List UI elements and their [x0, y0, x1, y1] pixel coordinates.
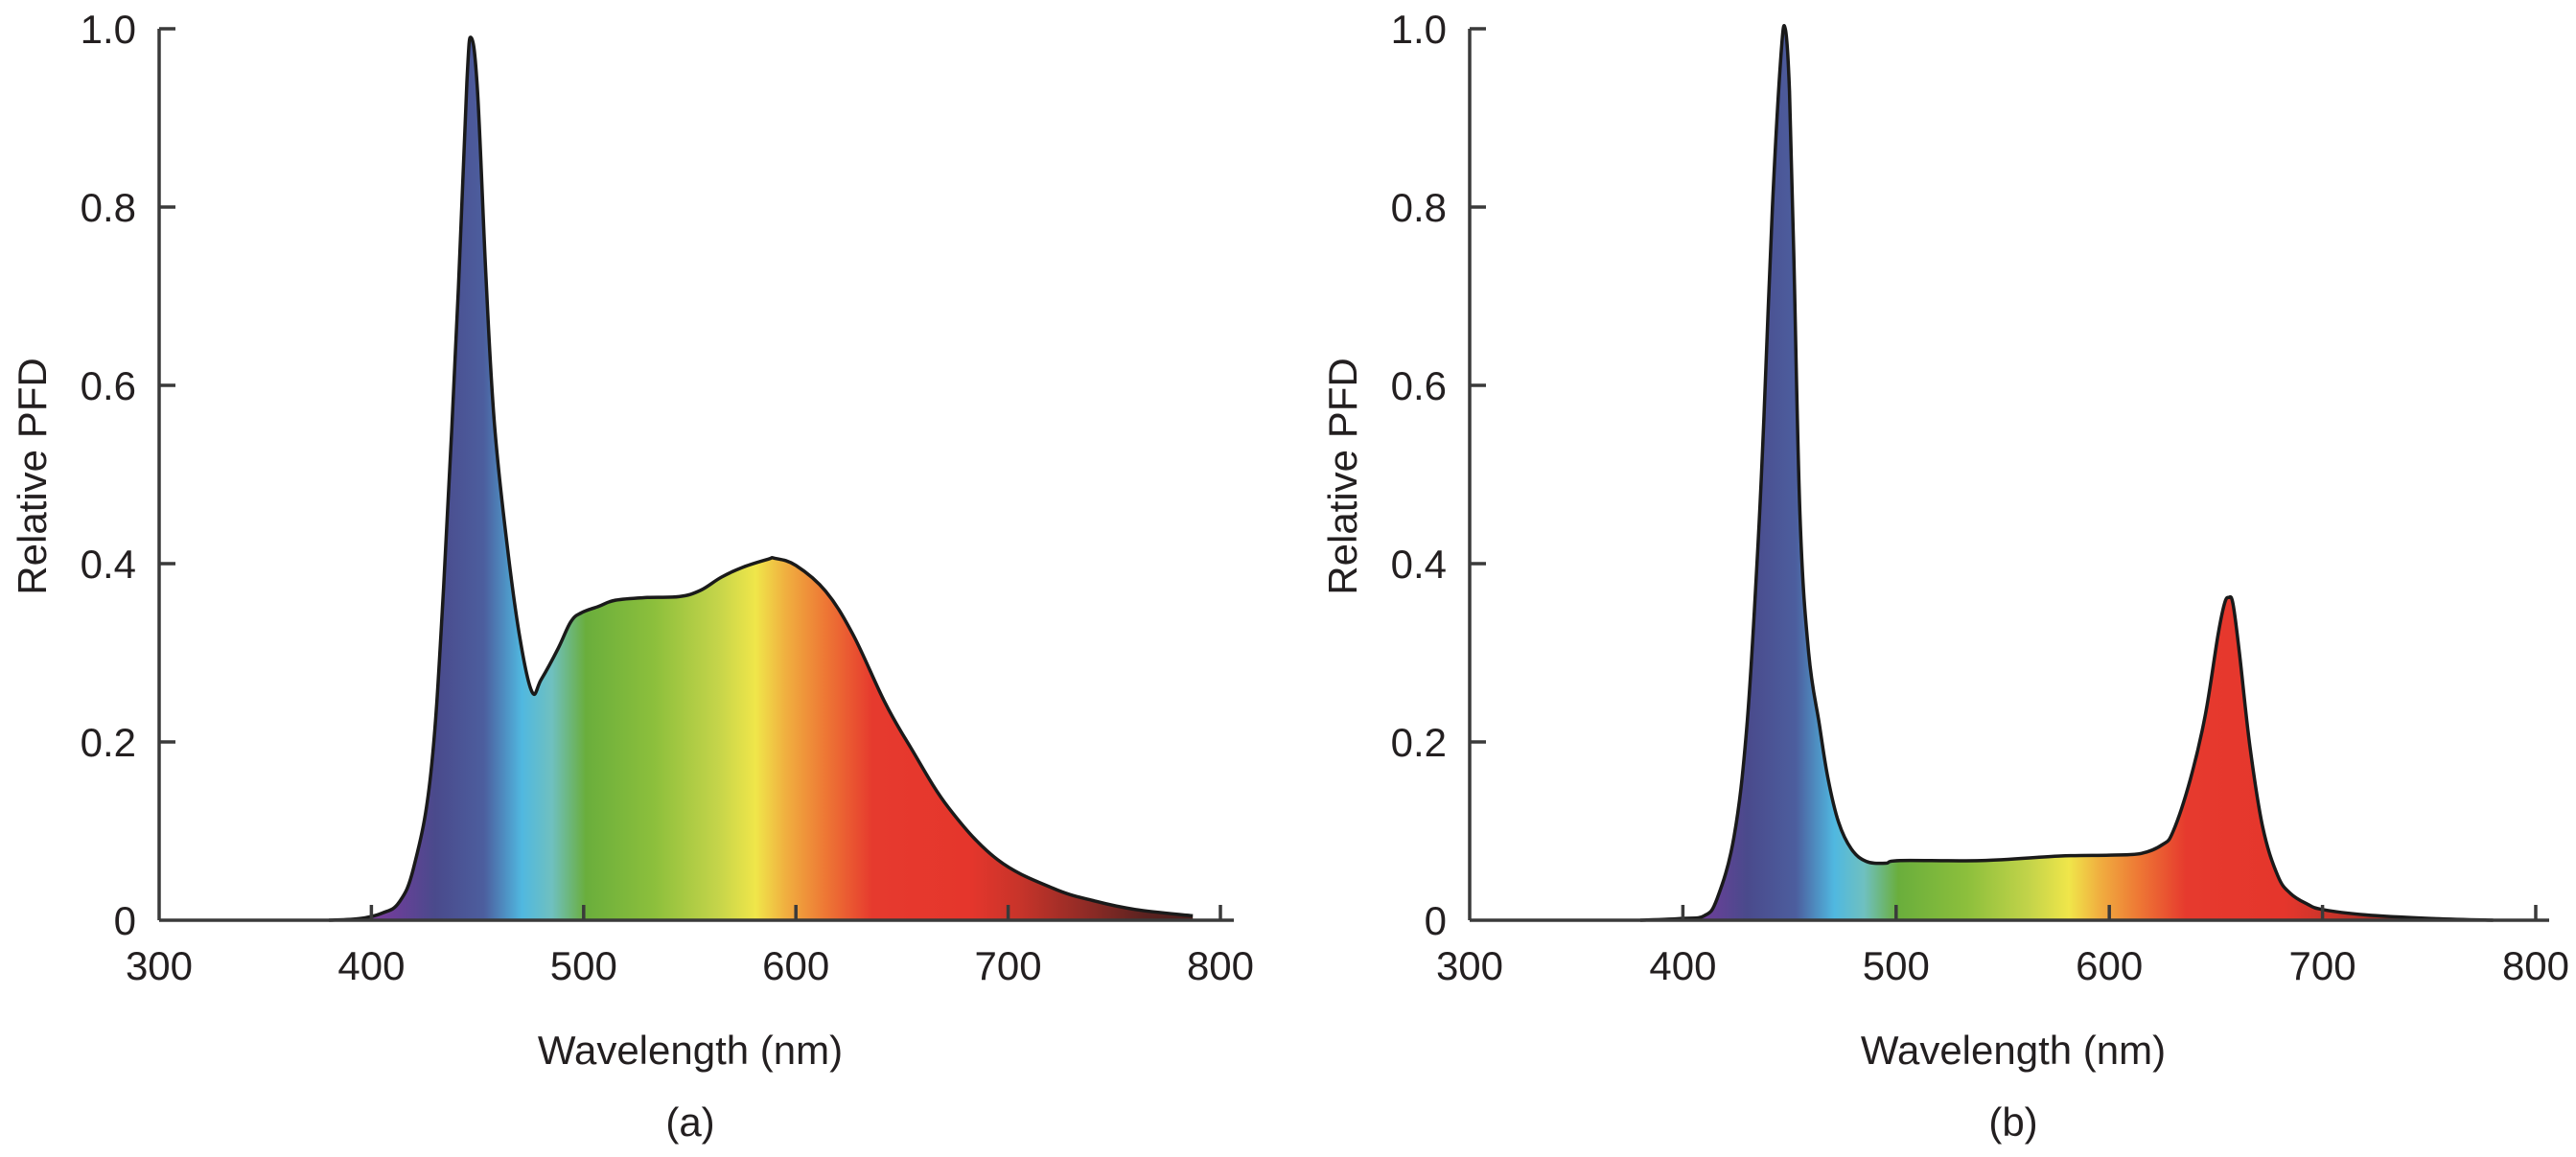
x-tick-label-b: 700	[2289, 943, 2356, 988]
x-tick-label-a: 400	[337, 943, 405, 988]
y-tick-label-b: 0.8	[1391, 185, 1447, 230]
panel-label-b: (b)	[1988, 1099, 2037, 1145]
x-tick-label-a: 700	[975, 943, 1042, 988]
x-tick-label-a: 800	[1187, 943, 1254, 988]
y-tick-label-b: 0.4	[1391, 542, 1447, 587]
y-axis-title-b: Relative PFD	[1320, 358, 1365, 594]
x-tick-label-a: 600	[762, 943, 829, 988]
spectrum-area-b	[1639, 25, 2494, 920]
x-axis-title-a: Wavelength (nm)	[538, 1028, 843, 1073]
axes-b: 0 0.2 0.4 0.6 0.8 1.0 300 400 500 600 700 800	[1391, 7, 2569, 988]
y-tick-label-a: 0.6	[81, 363, 136, 408]
y-tick-label-a: 0	[114, 898, 136, 943]
spectrum-line-b	[1639, 24, 2494, 922]
y-tick-label-b: 0	[1425, 898, 1447, 943]
x-tick-label-a: 300	[126, 943, 193, 988]
y-tick-label-a: 0.2	[81, 720, 136, 765]
spectrum-area-a	[329, 36, 1194, 921]
spectrum-line-a	[329, 35, 1194, 922]
axes-a: 0 0.2 0.4 0.6 0.8 1.0 300 400 500 600 700 800	[81, 7, 1254, 988]
panel-b: 0 0.2 0.4 0.6 0.8 1.0 300 400 500 600 700 800 Relat…	[1320, 7, 2569, 1145]
x-tick-label-b: 400	[1649, 943, 1716, 988]
x-tick-label-b: 600	[2076, 943, 2143, 988]
y-tick-label-b: 1.0	[1391, 7, 1447, 52]
x-tick-label-b: 300	[1436, 943, 1503, 988]
x-tick-label-b: 500	[1863, 943, 1930, 988]
x-tick-label-a: 500	[550, 943, 617, 988]
y-tick-label-b: 0.2	[1391, 720, 1447, 765]
y-tick-label-a: 0.8	[81, 185, 136, 230]
spectrum-fill-b	[1639, 24, 2494, 922]
x-axis-title-b: Wavelength (nm)	[1861, 1028, 2166, 1073]
y-tick-label-b: 0.6	[1391, 363, 1447, 408]
y-tick-label-a: 1.0	[81, 7, 136, 52]
panel-label-a: (a)	[665, 1099, 714, 1145]
y-axis-title-a: Relative PFD	[10, 358, 55, 594]
y-tick-label-a: 0.4	[81, 542, 136, 587]
x-tick-label-b: 800	[2502, 943, 2569, 988]
spectrum-fill-a	[329, 35, 1194, 922]
panel-a: 0 0.2 0.4 0.6 0.8 1.0 300 400 500 600 700 800 Relat…	[10, 7, 1254, 1145]
